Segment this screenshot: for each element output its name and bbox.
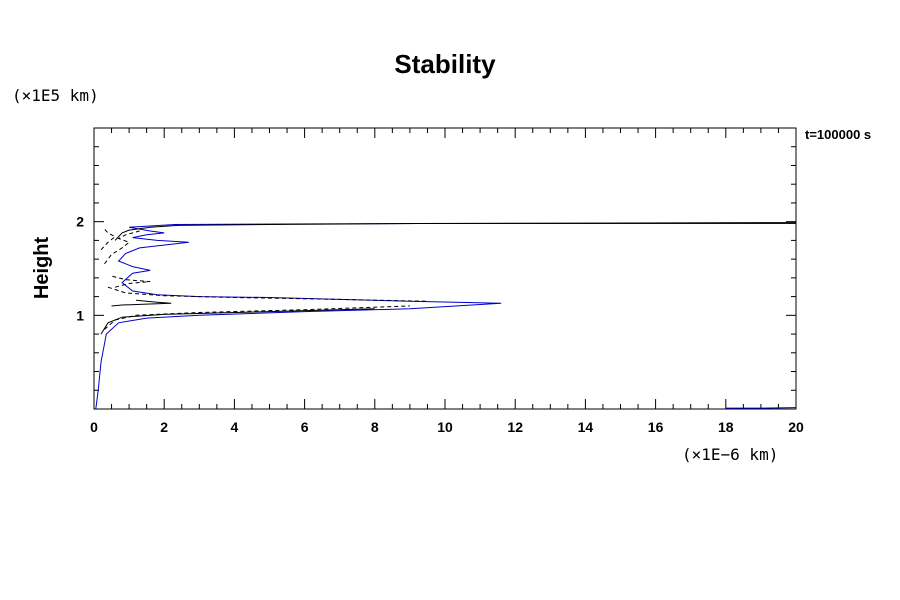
x-tick-label: 8 <box>371 419 379 435</box>
series-line-8 <box>100 228 117 251</box>
y-axis-title: Height <box>31 237 53 300</box>
plot-frame <box>93 127 797 410</box>
series-line-6 <box>107 286 428 302</box>
x-tick-label: 16 <box>648 419 664 435</box>
x-tick-label: 12 <box>507 419 523 435</box>
series-group <box>95 222 797 410</box>
y-axis-unit: (×1E5 km) <box>12 86 99 105</box>
x-tick-label: 18 <box>718 419 734 435</box>
x-tick-label: 2 <box>160 419 168 435</box>
x-tick-label: 10 <box>437 419 453 435</box>
series-line-9 <box>111 275 151 288</box>
series-line-2 <box>111 299 172 307</box>
x-axis-unit: (×1E−6 km) <box>682 445 778 464</box>
series-line-10 <box>725 407 797 409</box>
tick-marks <box>93 127 797 410</box>
series-line-3 <box>114 222 797 241</box>
series-line-1 <box>95 223 796 410</box>
time-label: t=100000 s <box>805 127 871 142</box>
chart-title: Stability <box>394 49 496 79</box>
x-tick-label: 0 <box>90 419 98 435</box>
x-tick-label: 4 <box>231 419 239 435</box>
y-tick-label: 2 <box>76 214 84 230</box>
series-line-4 <box>100 308 375 335</box>
x-tick-label: 20 <box>788 419 804 435</box>
y-tick-label: 1 <box>76 307 84 323</box>
x-tick-label: 6 <box>301 419 309 435</box>
series-line-7 <box>104 230 140 265</box>
x-tick-label: 14 <box>578 419 594 435</box>
